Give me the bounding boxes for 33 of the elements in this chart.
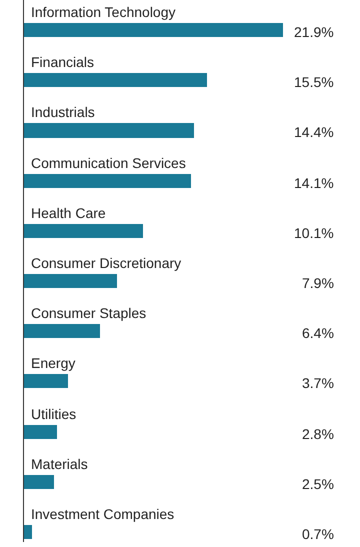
data-label: 10.1% bbox=[294, 225, 334, 241]
data-label: 3.7% bbox=[302, 375, 334, 391]
y-tick-label: Industrials bbox=[31, 104, 95, 120]
data-label: 21.9% bbox=[294, 24, 334, 40]
data-label: 0.7% bbox=[302, 526, 334, 542]
bar bbox=[24, 174, 191, 188]
y-tick-label: Health Care bbox=[31, 205, 106, 221]
y-tick-label: Consumer Staples bbox=[31, 305, 146, 321]
bar bbox=[24, 525, 32, 539]
y-tick-label: Communication Services bbox=[31, 155, 186, 171]
bar bbox=[24, 123, 194, 138]
y-tick-label: Energy bbox=[31, 355, 76, 371]
bar bbox=[24, 324, 100, 338]
data-label: 2.5% bbox=[302, 476, 334, 492]
data-label: 14.1% bbox=[294, 175, 334, 191]
bar bbox=[24, 374, 68, 388]
data-label: 14.4% bbox=[294, 124, 334, 140]
bar bbox=[24, 425, 57, 439]
bar bbox=[24, 23, 283, 37]
data-label: 15.5% bbox=[294, 74, 334, 90]
bar bbox=[24, 274, 117, 288]
y-tick-label: Investment Companies bbox=[31, 506, 174, 522]
bar bbox=[24, 475, 54, 489]
y-tick-label: Utilities bbox=[31, 406, 76, 422]
bar bbox=[24, 224, 143, 238]
data-label: 6.4% bbox=[302, 325, 334, 341]
data-label: 7.9% bbox=[302, 275, 334, 291]
y-tick-label: Financials bbox=[31, 54, 94, 70]
y-tick-label: Materials bbox=[31, 456, 88, 472]
data-label: 2.8% bbox=[302, 426, 334, 442]
y-tick-label: Consumer Discretionary bbox=[31, 255, 182, 271]
bar bbox=[24, 73, 207, 87]
y-tick-label: Information Technology bbox=[31, 4, 176, 20]
